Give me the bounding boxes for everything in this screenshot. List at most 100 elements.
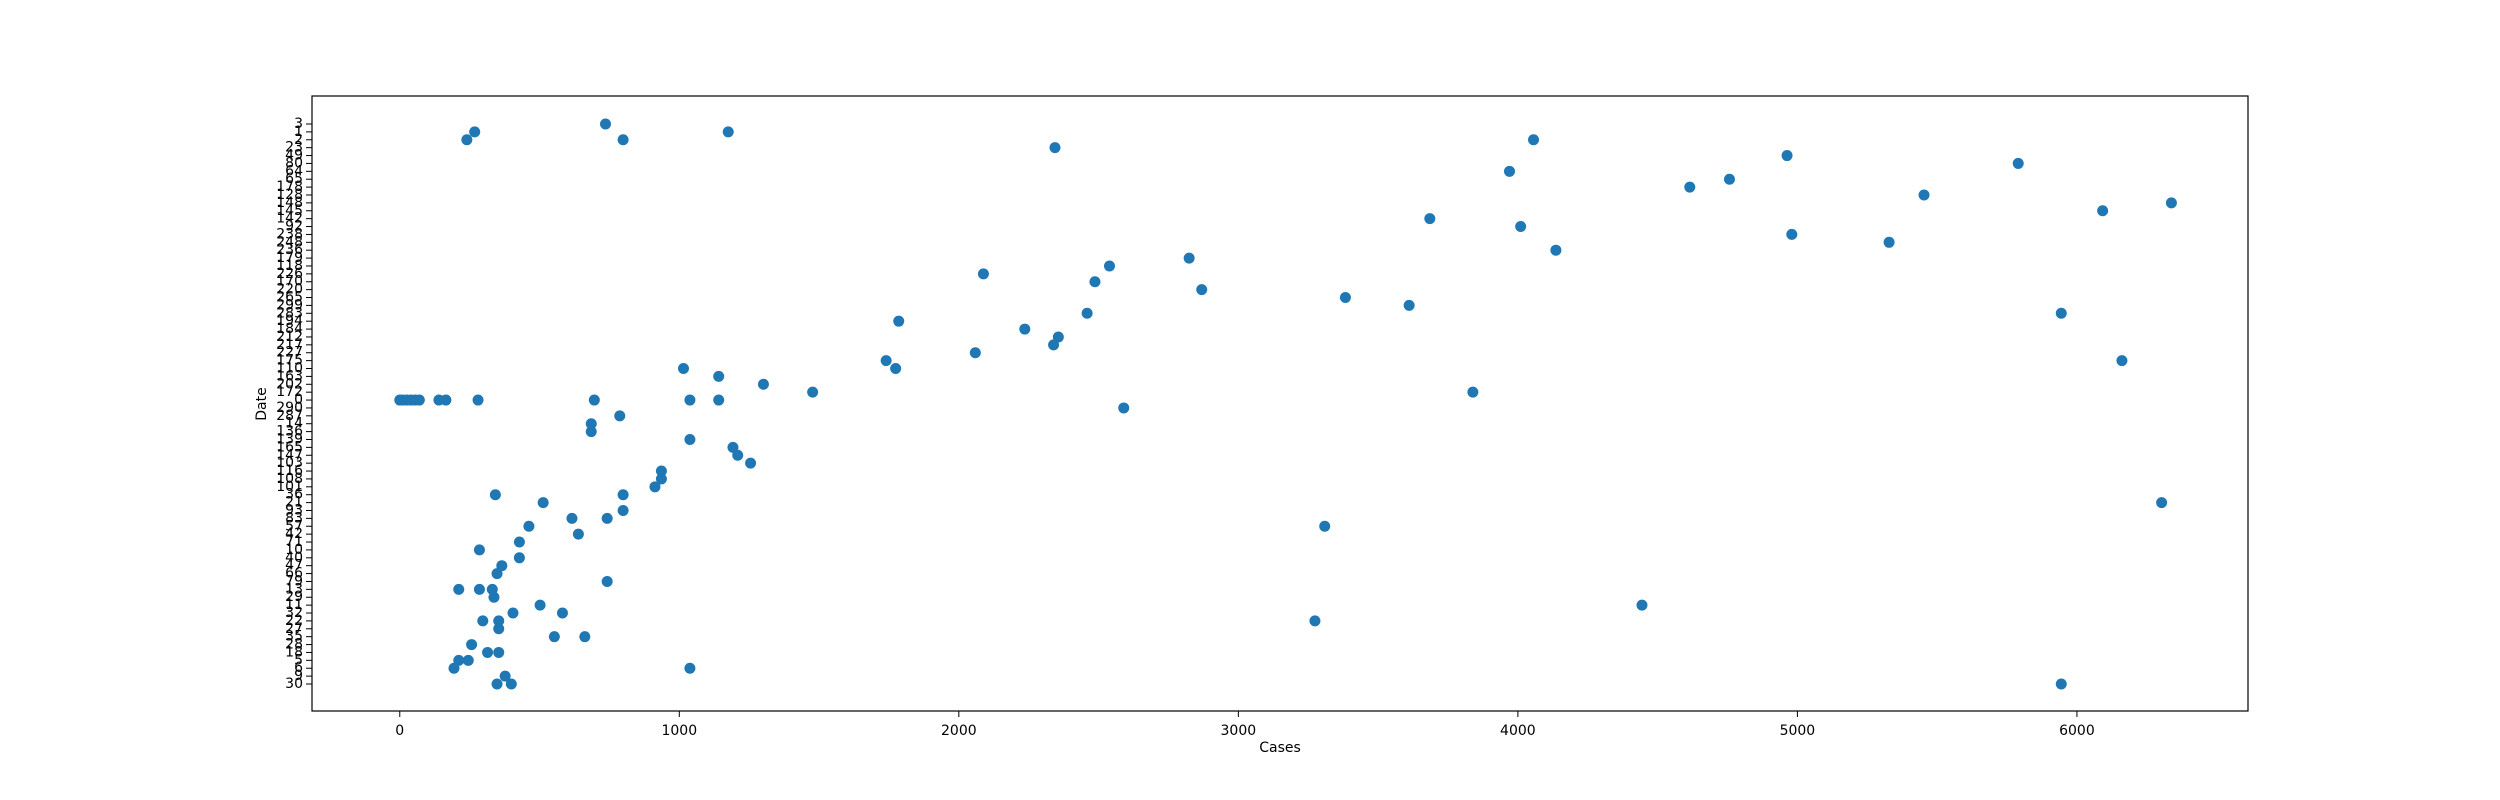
point [493, 623, 505, 635]
point [1196, 284, 1208, 296]
x-tick-label: 5000 [1780, 723, 1816, 739]
y-tick-label: 49 [285, 148, 303, 164]
point [493, 615, 505, 627]
point [601, 575, 613, 587]
y-tick-label: 147 [276, 447, 303, 463]
point [1081, 307, 1093, 319]
y-tick-label: 220 [276, 282, 303, 298]
y-tick-label: 57 [285, 518, 303, 534]
point [969, 347, 981, 359]
point [413, 394, 425, 406]
point [491, 568, 503, 580]
y-tick-label: 128 [276, 187, 303, 203]
point [601, 512, 613, 524]
point [462, 654, 474, 666]
y-tick-label: 47 [285, 558, 303, 574]
y-tick-label: 248 [276, 234, 303, 250]
y-tick-label: 3 [294, 116, 303, 132]
point [2097, 205, 2109, 217]
y-tick-label: 11 [285, 597, 303, 613]
x-tick-label: 3000 [1221, 723, 1257, 739]
point [757, 378, 769, 390]
point [1089, 276, 1101, 288]
y-tick-label: 118 [276, 258, 303, 274]
y-tick-label: 136 [276, 424, 303, 440]
point [537, 497, 549, 509]
point [1467, 386, 1479, 398]
y-tick-label: 194 [276, 313, 303, 329]
y-tick-label: 110 [276, 361, 303, 377]
point [507, 607, 519, 619]
point [1515, 221, 1527, 233]
point [1684, 181, 1696, 193]
point [2116, 355, 2128, 367]
point [2156, 497, 2168, 509]
point [1528, 134, 1540, 146]
y-tick-label: 40 [285, 550, 303, 566]
y-tick-label: 217 [276, 337, 303, 353]
point [1786, 228, 1798, 240]
point [523, 520, 535, 532]
y-tick-label: 179 [276, 250, 303, 266]
point [1052, 331, 1064, 343]
y-tick-label: 35 [285, 629, 303, 645]
x-axis-label: Cases [1259, 740, 1301, 756]
point [617, 489, 629, 501]
point [713, 370, 725, 382]
point [1319, 520, 1331, 532]
point [440, 394, 452, 406]
point [473, 544, 485, 556]
y-tick-label: 10 [285, 542, 303, 558]
point [469, 126, 481, 138]
point [585, 418, 597, 430]
y-tick-label: 2 [294, 132, 303, 148]
point [588, 394, 600, 406]
point [1503, 165, 1515, 177]
y-tick-label: 1 [294, 124, 303, 140]
y-tick-label: 139 [276, 431, 303, 447]
point [534, 599, 546, 611]
point [722, 126, 734, 138]
y-tick-label: 226 [276, 266, 303, 282]
y-tick-label: 29 [285, 589, 303, 605]
point [566, 512, 578, 524]
point [2055, 678, 2067, 690]
y-tick-label: 142 [276, 211, 303, 227]
point [1781, 150, 1793, 162]
point [548, 631, 560, 643]
point [489, 489, 501, 501]
point [499, 670, 511, 682]
point [745, 457, 757, 469]
point [461, 134, 473, 146]
y-tick-label: 202 [276, 376, 303, 392]
y-tick-label: 170 [276, 274, 303, 290]
y-tick-label: 290 [276, 400, 303, 416]
point [482, 646, 494, 658]
y-tick-label: 175 [276, 353, 303, 369]
point [1183, 252, 1195, 264]
point [977, 268, 989, 280]
point [617, 134, 629, 146]
point [890, 363, 902, 375]
point [453, 654, 465, 666]
y-tick-label: 28 [285, 637, 303, 653]
x-tick-label: 6000 [2059, 723, 2095, 739]
point [1019, 323, 1031, 335]
point [448, 662, 460, 674]
point [453, 583, 465, 595]
point [655, 465, 667, 477]
point [807, 386, 819, 398]
y-tick-label: 283 [276, 305, 303, 321]
y-tick-label: 165 [276, 439, 303, 455]
point [617, 504, 629, 516]
point [713, 394, 725, 406]
y-tick-label: 108 [276, 471, 303, 487]
y-axis-label: Date [254, 387, 270, 420]
point [1883, 236, 1895, 248]
point [466, 639, 478, 651]
y-tick-label: 148 [276, 195, 303, 211]
y-tick-label: 163 [276, 368, 303, 384]
point [2012, 157, 2024, 169]
y-tick-label: 80 [285, 155, 303, 171]
y-tick-label: 32 [285, 605, 303, 621]
